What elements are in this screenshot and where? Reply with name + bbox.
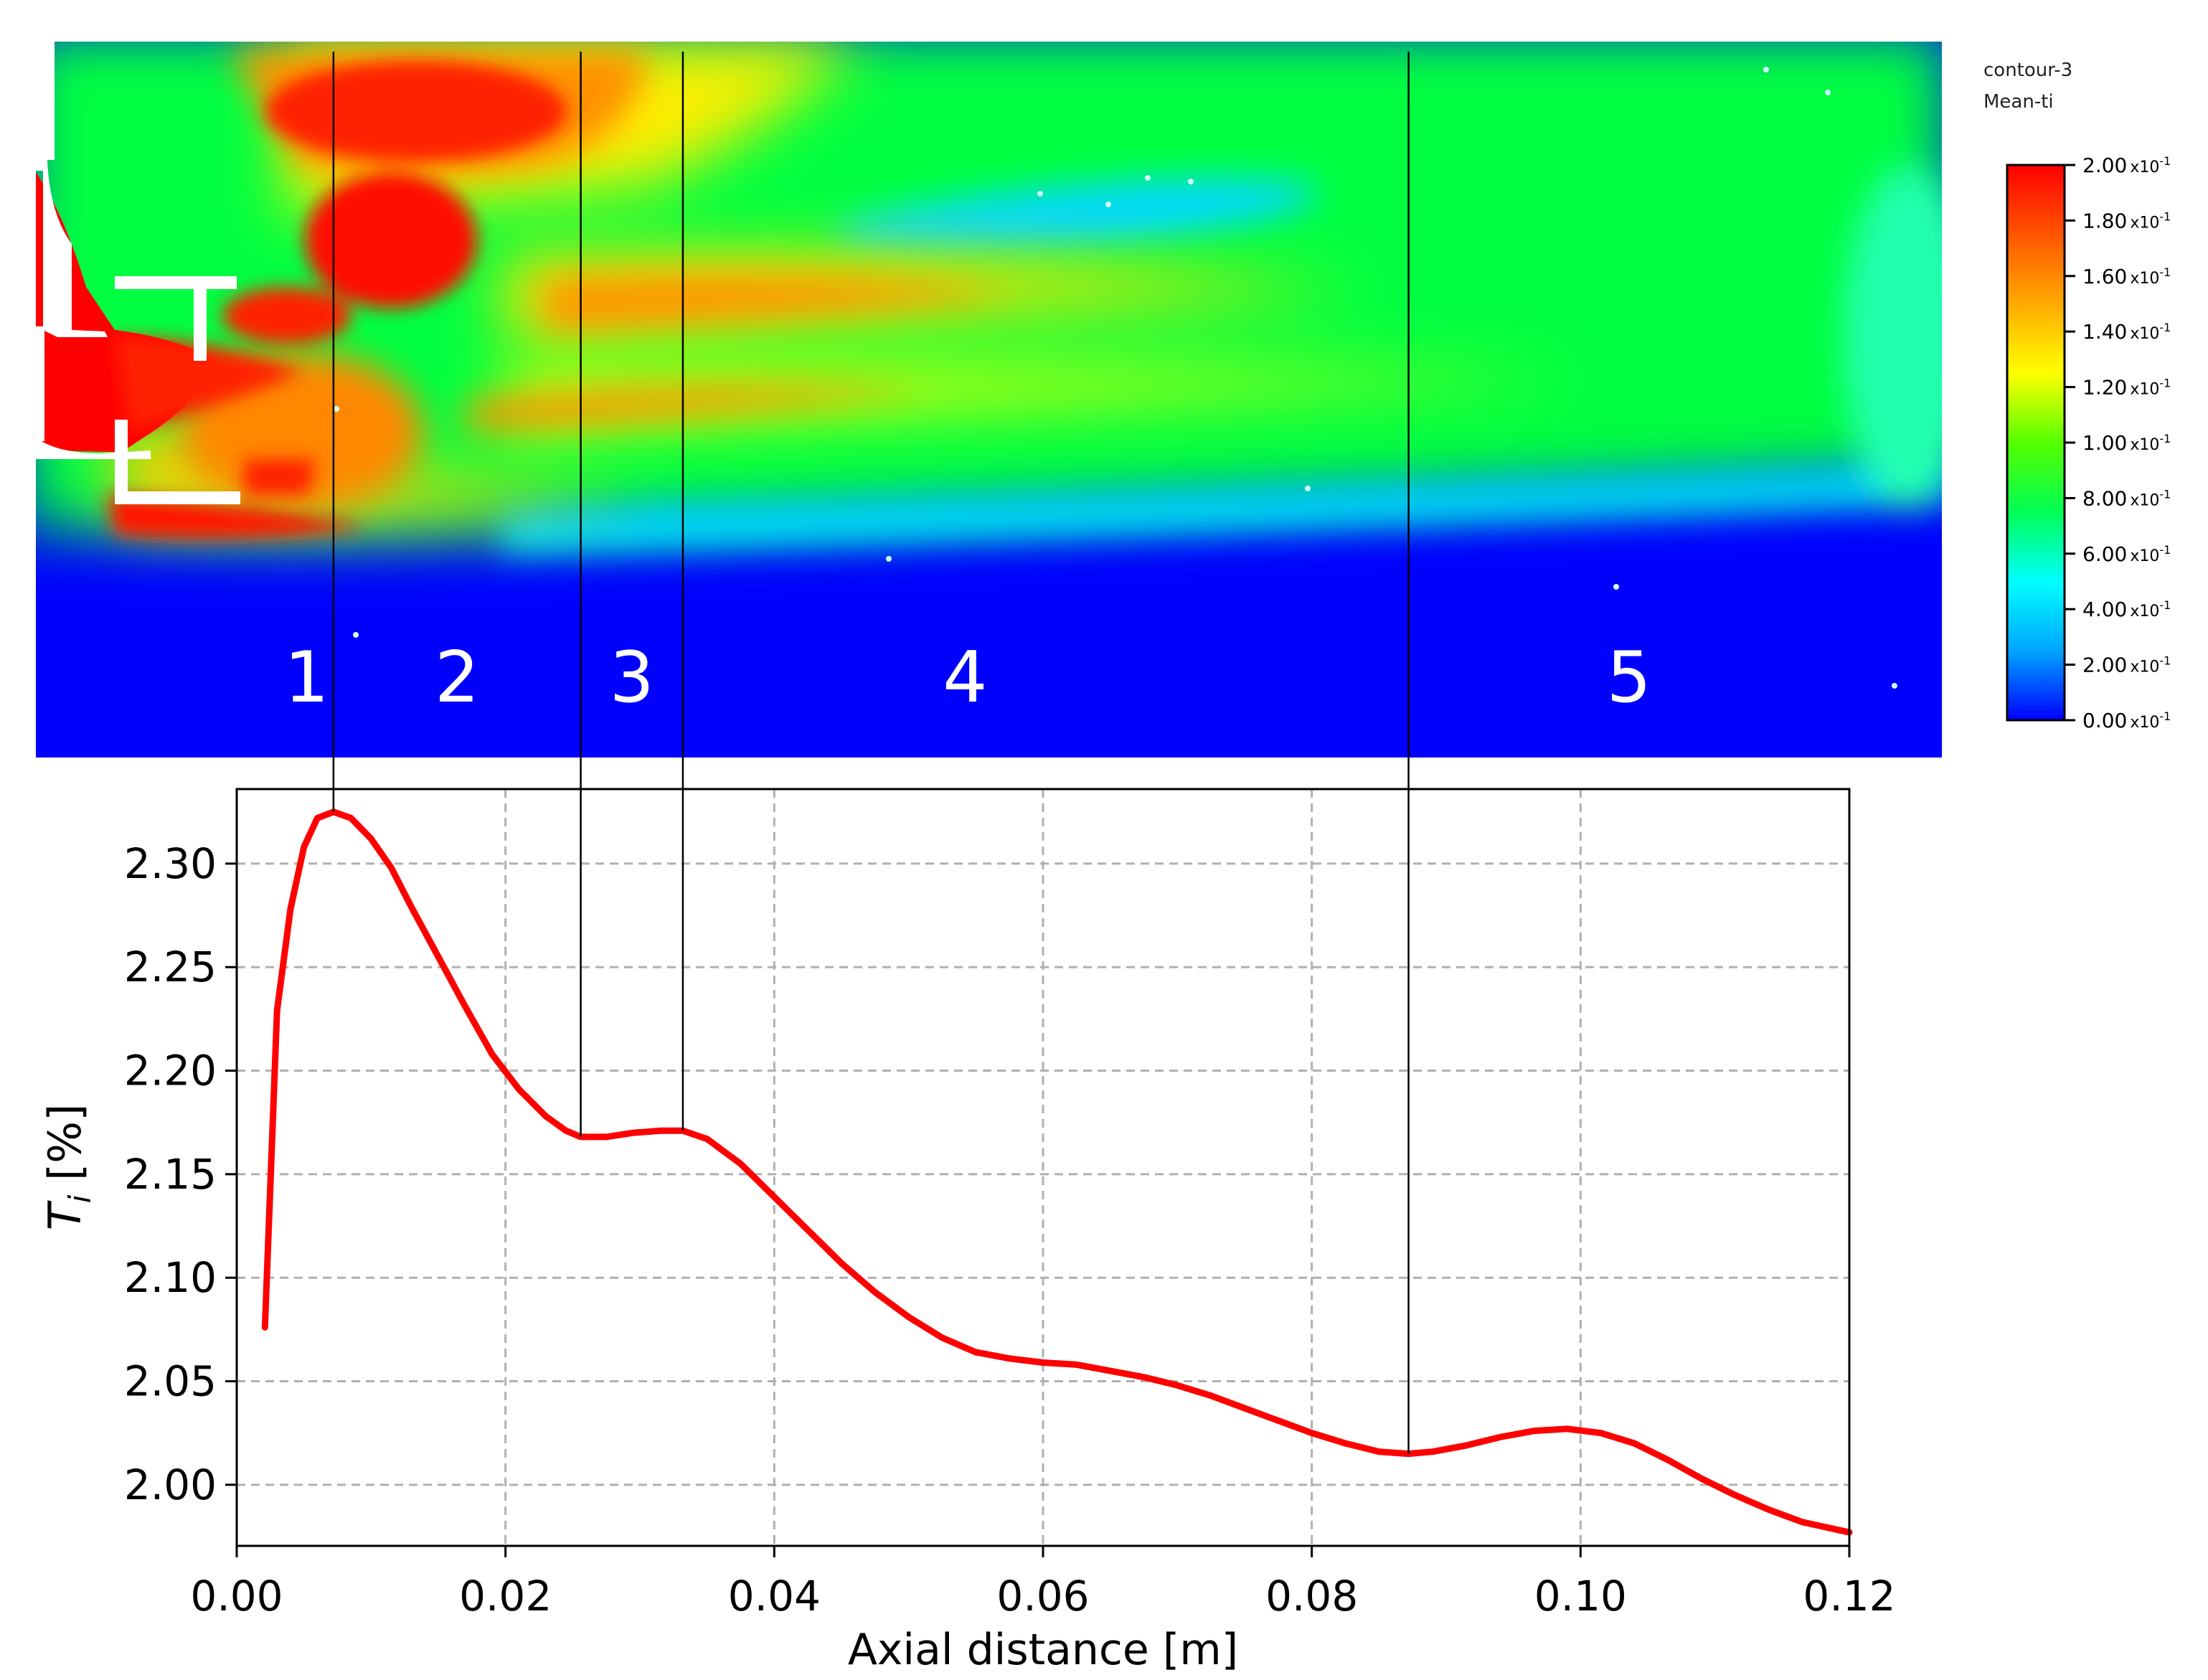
x-tick-label: 0.08 [1265, 1572, 1358, 1620]
cyan-edge [502, 165, 1942, 552]
x-tick-label: 0.10 [1534, 1572, 1627, 1620]
colorbar-tick-label: 2.00 x10-1 [2082, 653, 2171, 677]
x-tick-label: 0.02 [459, 1572, 552, 1620]
y-axis-label-unit: [%] [39, 1104, 91, 1195]
colorbar-legend: contour-3 Mean-ti 0.00 x10-1 2.00 x10-1 4.00… [1983, 60, 2171, 732]
colorbar-tick-label: 8.00 x10-1 [2082, 486, 2171, 510]
colorbar-tick-label: 1.80 x10-1 [2082, 209, 2171, 232]
legend-title: contour-3 [1983, 60, 2072, 81]
colorbar-tick-label: 1.40 x10-1 [2082, 320, 2171, 344]
y-tick-label: 2.25 [124, 943, 217, 991]
red-regions [108, 61, 567, 539]
colorbar-ticks: 0.00 x10-1 2.00 x10-1 4.00 x10-1 6.00 x10-1 8.00… [2065, 154, 2171, 732]
gridlines [237, 789, 1849, 1546]
y-tick-label: 2.15 [124, 1150, 217, 1199]
y-tick-label: 2.10 [124, 1253, 217, 1302]
region-label: 4 [943, 637, 987, 719]
region-labels: 1 2 3 4 5 [284, 637, 1651, 719]
colorbar-tick-label: 4.00 x10-1 [2082, 598, 2171, 621]
contour-panel: 1 2 3 4 5 [36, 42, 1942, 758]
y-tick-label: 2.00 [124, 1460, 217, 1509]
region-label: 3 [610, 637, 654, 719]
colorbar-tick-label: 1.20 x10-1 [2082, 376, 2171, 400]
x-axis-ticks: 0.00 0.02 0.04 0.06 0.08 0.10 0.12 [190, 1546, 1896, 1620]
colorbar-tick-label: 1.00 x10-1 [2082, 431, 2171, 455]
region-label: 5 [1607, 637, 1651, 719]
legend-subtitle: Mean-ti [1983, 91, 2054, 113]
colorbar-tick-label: 0.00 x10-1 [2082, 709, 2171, 732]
y-axis-label: Ti [%] [39, 1104, 98, 1231]
plot-frame [235, 788, 1851, 1547]
colorbar [2006, 164, 2066, 722]
region-label: 1 [284, 637, 329, 719]
shear-streak [833, 178, 1319, 253]
y-axis-label-symbol: T [39, 1200, 91, 1230]
jet-glow [115, 337, 301, 430]
y-tick-label: 2.30 [124, 839, 217, 888]
y-tick-label: 2.20 [124, 1047, 217, 1095]
colorbar-tick-label: 6.00 x10-1 [2082, 542, 2171, 566]
y-axis-label-subscript: i [62, 1194, 98, 1203]
region-boundaries [332, 52, 1410, 1454]
line-plot: 0.00 0.02 0.04 0.06 0.08 0.10 0.12 2.00 2.05 2.1… [39, 788, 1896, 1675]
y-tick-label: 2.05 [124, 1357, 217, 1406]
x-tick-label: 0.06 [996, 1572, 1089, 1620]
x-axis-label: Axial distance [m] [848, 1625, 1238, 1675]
x-tick-label: 0.00 [190, 1572, 283, 1620]
colorbar-tick-label: 2.00 x10-1 [2082, 154, 2171, 177]
x-tick-label: 0.12 [1803, 1572, 1895, 1620]
colorbar-tick-label: 1.60 x10-1 [2082, 265, 2171, 288]
y-axis-ticks: 2.00 2.05 2.10 2.15 2.20 2.25 2.30 [124, 839, 237, 1509]
burner-geometry [36, 42, 240, 504]
series-line [261, 808, 1853, 1536]
region-label: 2 [435, 637, 479, 719]
speckles [334, 67, 1897, 689]
x-tick-label: 0.04 [728, 1572, 821, 1620]
